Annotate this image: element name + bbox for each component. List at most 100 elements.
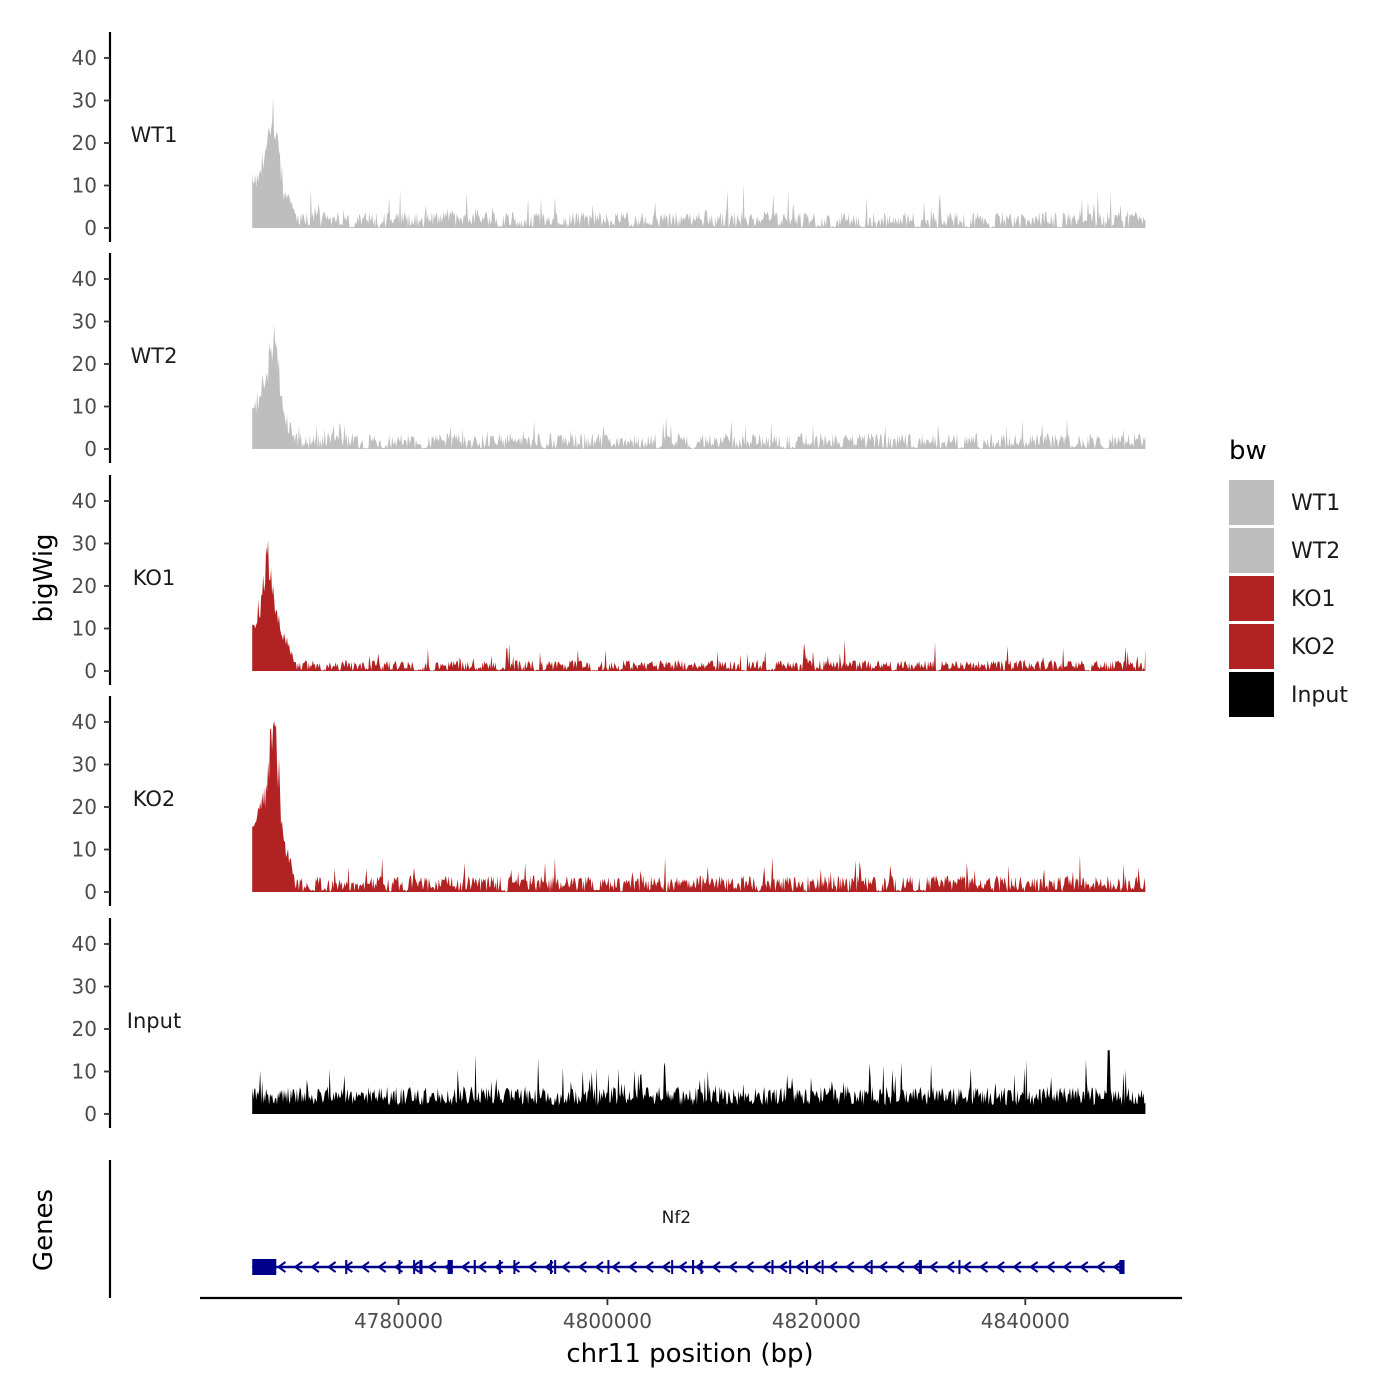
strand-arrow xyxy=(627,1261,638,1273)
legend-label-input: Input xyxy=(1291,683,1348,708)
y-tick-label: 20 xyxy=(72,1017,97,1041)
strand-arrow xyxy=(510,1261,521,1273)
track-wt1: 0 10 20 30 40 WT1 xyxy=(72,32,1146,242)
exon xyxy=(1119,1260,1125,1274)
strand-arrow xyxy=(477,1261,487,1273)
legend-title: bw xyxy=(1229,436,1267,466)
y-tick-label: 0 xyxy=(84,437,97,461)
x-axis: 4780000 4800000 4820000 4840000 xyxy=(200,1296,1182,1333)
strand-arrow xyxy=(293,1261,303,1273)
strand-arrow xyxy=(326,1261,337,1273)
exon xyxy=(398,1260,401,1274)
legend-label-ko2: KO2 xyxy=(1291,635,1336,660)
y-tick-label: 20 xyxy=(72,131,97,155)
y-tick-label: 40 xyxy=(72,46,97,70)
strand-arrow xyxy=(828,1261,838,1273)
exon xyxy=(607,1260,610,1274)
strand-arrow xyxy=(962,1261,972,1273)
y-tick-label: 0 xyxy=(84,880,97,904)
strand-arrow xyxy=(928,1261,938,1273)
strand-arrow xyxy=(527,1261,537,1273)
y-tick-label: 10 xyxy=(72,1060,97,1084)
strand-arrow xyxy=(644,1261,654,1273)
y-tick-label: 0 xyxy=(84,1102,97,1126)
exon xyxy=(345,1260,348,1274)
genes-axis-title: Genes xyxy=(29,1189,59,1271)
exon xyxy=(671,1260,674,1274)
strand-arrow xyxy=(845,1261,855,1273)
exon xyxy=(447,1260,453,1274)
strand-arrow xyxy=(410,1261,420,1273)
coverage-area xyxy=(252,1050,1146,1114)
strand-arrow xyxy=(1045,1261,1055,1273)
y-tick-label: 0 xyxy=(84,659,97,683)
coverage-area xyxy=(252,97,1146,228)
gene-panel: Nf2 xyxy=(108,1160,1125,1298)
legend-label-ko1: KO1 xyxy=(1291,587,1336,612)
exon xyxy=(918,1260,922,1274)
strand-arrow xyxy=(310,1261,320,1273)
y-tick-label: 0 xyxy=(84,216,97,240)
exon xyxy=(549,1260,553,1274)
legend-key-wt2 xyxy=(1229,528,1274,573)
strand-arrow xyxy=(427,1261,437,1273)
exon xyxy=(870,1260,873,1274)
strand-arrow xyxy=(377,1261,387,1273)
exon xyxy=(419,1260,423,1274)
exon xyxy=(252,1259,277,1275)
exon xyxy=(413,1260,416,1274)
track-label: WT1 xyxy=(131,123,178,147)
x-tick-label: 4800000 xyxy=(563,1309,652,1333)
track-label: KO2 xyxy=(133,787,176,811)
y-tick-label: 20 xyxy=(72,352,97,376)
x-axis-title: chr11 position (bp) xyxy=(566,1339,813,1369)
strand-arrow xyxy=(460,1261,470,1273)
y-tick-label: 10 xyxy=(72,395,97,419)
strand-arrow xyxy=(711,1261,721,1273)
y-tick-label: 30 xyxy=(72,310,97,334)
y-axis-title: bigWig xyxy=(29,533,59,622)
exon xyxy=(692,1260,695,1274)
y-tick-label: 40 xyxy=(72,932,97,956)
track-wt2: 0 10 20 30 40 WT2 xyxy=(72,253,1146,463)
legend-label-wt2: WT2 xyxy=(1291,539,1340,564)
coverage-area xyxy=(252,324,1146,449)
strand-arrow xyxy=(1112,1261,1122,1273)
strand-arrow xyxy=(1028,1261,1039,1273)
exon xyxy=(821,1260,824,1274)
exon xyxy=(771,1260,774,1274)
legend-key-ko2 xyxy=(1229,624,1274,669)
y-tick-label: 10 xyxy=(72,617,97,641)
legend-label-wt1: WT1 xyxy=(1291,491,1340,516)
strand-arrow xyxy=(911,1261,922,1273)
track-label: KO1 xyxy=(133,566,176,590)
exon xyxy=(805,1260,809,1274)
strand-arrow xyxy=(1095,1261,1106,1273)
track-label: Input xyxy=(127,1009,181,1033)
y-tick-label: 30 xyxy=(72,89,97,113)
strand-arrow xyxy=(677,1261,688,1273)
exon xyxy=(498,1260,501,1274)
strand-arrow xyxy=(611,1261,621,1273)
strand-arrow xyxy=(1062,1261,1072,1273)
y-tick-label: 20 xyxy=(72,574,97,598)
strand-arrow xyxy=(761,1261,771,1273)
strand-arrow xyxy=(945,1261,955,1273)
y-tick-label: 40 xyxy=(72,267,97,291)
legend-key-ko1 xyxy=(1229,576,1274,621)
x-tick-label: 4840000 xyxy=(981,1309,1070,1333)
exon xyxy=(789,1260,792,1274)
legend-key-input xyxy=(1229,672,1274,717)
strand-arrow xyxy=(1012,1261,1022,1273)
strand-arrow xyxy=(895,1261,905,1273)
exon xyxy=(958,1260,961,1274)
legend: bw WT1 WT2 KO1 KO2 Input xyxy=(1229,436,1348,717)
strand-arrow xyxy=(661,1261,671,1273)
y-tick-label: 30 xyxy=(72,975,97,999)
track-label: WT2 xyxy=(131,344,178,368)
strand-arrow xyxy=(728,1261,738,1273)
exon xyxy=(554,1260,557,1274)
x-tick-label: 4820000 xyxy=(772,1309,861,1333)
coverage-area xyxy=(252,721,1146,892)
